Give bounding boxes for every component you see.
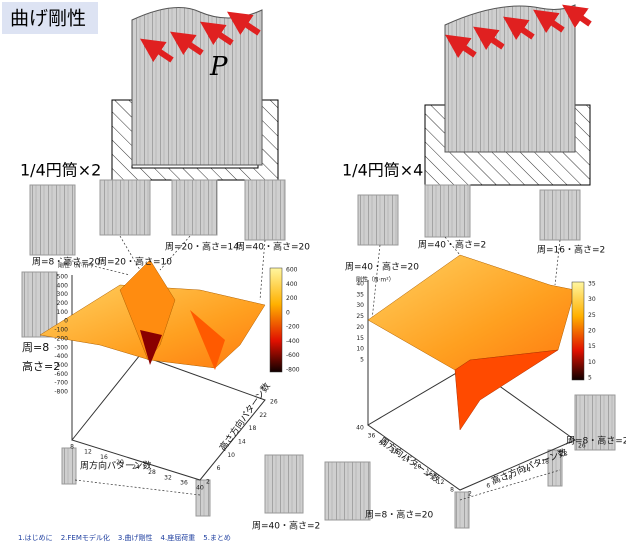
y-tick-label: 18	[249, 425, 257, 432]
left-model: P	[112, 8, 278, 181]
note: 周=20・高さ=14	[165, 241, 239, 253]
y-tick-label: 22	[560, 451, 568, 458]
nav-item[interactable]: 1.はじめに	[18, 534, 53, 542]
z-tick-label: 25	[356, 313, 364, 320]
z-tick-label: 100	[57, 309, 69, 316]
note: 周=40・高さ=2	[418, 239, 486, 251]
x-tick-label: 16	[100, 454, 108, 461]
z-tick-label: 15	[356, 335, 364, 342]
z-axis-label: 剛性（N·m²）	[58, 262, 97, 270]
note: 周=40・高さ=20	[345, 261, 419, 273]
x-tick-label: 36	[368, 432, 376, 439]
note: 周=16・高さ=2	[537, 244, 605, 256]
x-tick-label: 16	[425, 471, 433, 478]
y-tick-label: 6	[486, 483, 490, 490]
colorbar-tick-label: 5	[588, 375, 592, 382]
note: 周=8・高さ=2	[566, 435, 626, 447]
z-tick-label: 40	[356, 281, 364, 288]
load-label: P	[209, 52, 228, 82]
right-label: 1/4円筒×4	[342, 161, 423, 180]
x-tick-label: 8	[450, 487, 454, 494]
x-tick-label: 32	[379, 440, 387, 447]
z-tick-label: 20	[356, 324, 364, 331]
z-tick-label: 200	[57, 300, 69, 307]
x-tick-label: 24	[132, 464, 140, 471]
z-tick-label: 500	[57, 274, 69, 281]
colorbar-tick-label: 25	[588, 312, 596, 319]
z-tick-label: 300	[57, 291, 69, 298]
x-tick-label: 40	[196, 485, 204, 492]
z-tick-label: -400	[54, 353, 68, 360]
nav-item[interactable]: 3.曲げ剛性	[118, 533, 153, 542]
z-tick-label: -300	[54, 344, 68, 351]
slide-title: 曲げ剛性	[10, 8, 86, 30]
x-tick-label: 32	[164, 474, 172, 481]
z-tick-label: 5	[360, 357, 364, 364]
z-tick-label: -700	[54, 380, 68, 387]
note: 周=40・高さ=20	[236, 241, 310, 253]
nav-item[interactable]: 2.FEMモデル化	[61, 533, 110, 542]
x-tick-label: 12	[84, 449, 92, 456]
x-tick-label: 40	[356, 425, 364, 432]
z-tick-label: -500	[54, 362, 68, 369]
y-tick-label: 26	[270, 399, 278, 406]
note: 周=8	[22, 341, 49, 354]
colorbar-tick-label: 20	[588, 328, 596, 335]
y-tick-label: 2	[468, 491, 472, 498]
colorbar-tick-label: -600	[286, 352, 300, 359]
left-label: 1/4円筒×2	[20, 161, 101, 180]
y-tick-label: 14	[523, 467, 531, 474]
x-tick-label: 28	[148, 469, 156, 476]
note: 周=20・高さ=10	[98, 256, 172, 268]
colorbar-tick-label: 200	[286, 295, 298, 302]
x-tick-label: 20	[414, 463, 422, 470]
colorbar-tick-label: -800	[286, 367, 300, 374]
z-tick-label: 30	[356, 302, 364, 309]
nav-item[interactable]: 4.座屈荷重	[161, 533, 196, 542]
z-tick-label: 35	[356, 291, 364, 298]
x-tick-label: 20	[116, 459, 124, 466]
x-tick-label: 12	[437, 479, 445, 486]
z-tick-label: -800	[54, 389, 68, 396]
note: 周=40・高さ=2	[252, 520, 320, 532]
z-tick-label: -200	[54, 335, 68, 342]
colorbar-tick-label: 400	[286, 281, 298, 288]
y-tick-label: 26	[578, 443, 586, 450]
y-tick-label: 6	[217, 465, 221, 472]
z-tick-label: 10	[356, 346, 364, 353]
x-tick-label: 24	[402, 456, 410, 463]
x-tick-label: 36	[180, 479, 188, 486]
y-tick-label: 10	[227, 452, 235, 459]
z-tick-label: -600	[54, 371, 68, 378]
colorbar-tick-label: 35	[588, 281, 596, 288]
z-tick-label: -100	[54, 327, 68, 334]
z-tick-label: 400	[57, 282, 69, 289]
y-tick-label: 2	[206, 479, 210, 486]
note: 周=8・高さ=20	[365, 509, 434, 521]
y-tick-label: 10	[505, 475, 513, 482]
x-tick-label: 8	[70, 444, 74, 451]
slide: 曲げ剛性 P 1/4円筒×2 1/4円筒×4 周=8・高さ=20 周=20・高さ…	[0, 0, 626, 549]
right-model	[425, 5, 590, 185]
colorbar-tick-label: -400	[286, 338, 300, 345]
z-tick-label: 0	[64, 318, 68, 325]
y-tick-label: 14	[238, 439, 246, 446]
x-tick-label: 28	[391, 448, 399, 455]
colorbar-tick-label: 600	[286, 267, 298, 274]
colorbar-tick-label: 15	[588, 343, 596, 350]
colorbar-tick-label: -200	[286, 324, 300, 331]
y-tick-label: 22	[259, 412, 267, 419]
y-tick-label: 18	[541, 459, 549, 466]
colorbar-tick-label: 10	[588, 359, 596, 366]
colorbar-tick-label: 30	[588, 296, 596, 303]
colorbar-tick-label: 0	[286, 309, 290, 316]
nav-item[interactable]: 5.まとめ	[203, 534, 231, 542]
